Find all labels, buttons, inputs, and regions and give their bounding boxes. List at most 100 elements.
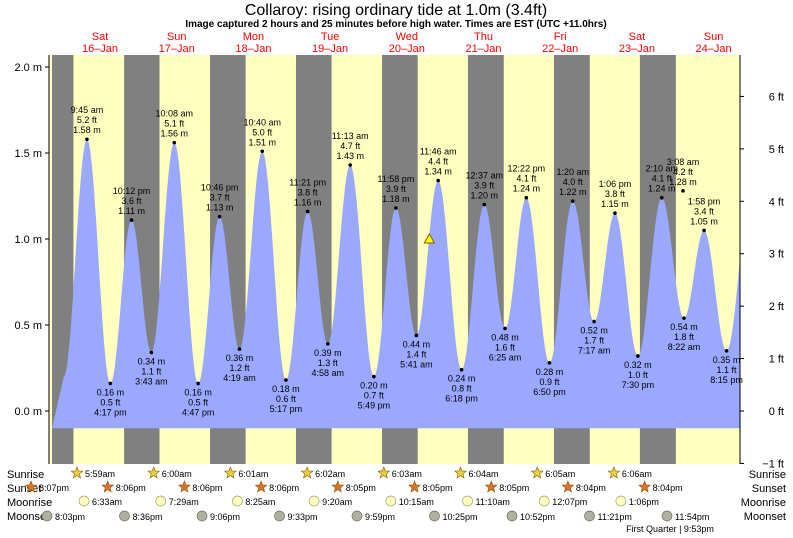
moonrise-item: 1:06pm [615, 495, 659, 507]
tide-time: 2:10 am [646, 164, 679, 174]
moonrise-row-label: Moonrise [7, 497, 52, 509]
tide-point-high: 1:20 am4.0 ft1.22 m [557, 167, 589, 203]
sunrise-time: 6:03am [392, 469, 422, 479]
tide-point-high: 1:58 pm3.4 ft1.05 m [688, 196, 720, 233]
tide-point-dot [237, 347, 242, 351]
tide-time: 4:17 pm [94, 407, 127, 417]
tide-time: 6:18 pm [445, 394, 478, 404]
sun-moon-table: Sunrise Sunset Moonrise Moonset Sunrise … [7, 466, 786, 534]
moon-icon [506, 510, 518, 522]
moonset-item: 8:36pm [119, 510, 163, 522]
day-date: 21–Jan [465, 43, 501, 55]
moonrise-time: 6:33am [92, 497, 122, 507]
sunrise-time: 5:59am [85, 469, 115, 479]
moonrise-item: 7:29am [155, 495, 199, 507]
day-date: 23–Jan [619, 43, 655, 55]
sunrise-row-label-right: Sunrise [749, 469, 786, 481]
tide-point-high: 10:12 pm3.6 ft1.11 m [113, 186, 151, 222]
sun-icon [101, 480, 115, 493]
tide-point-high: 2:10 am4.1 ft1.24 m [646, 164, 679, 200]
tide-curve [52, 139, 740, 429]
tide-point-high: 9:45 am5.2 ft1.58 m [71, 105, 103, 142]
moonset-item: 8:03pm [41, 510, 85, 522]
tide-point-high: 11:13 am4.7 ft1.43 m [332, 131, 369, 167]
sunset-time: 8:05pm [423, 483, 453, 493]
tide-point-dot [372, 374, 376, 379]
moonset-item: 10:52pm [506, 510, 555, 522]
sunrise-time: 6:04am [469, 469, 499, 479]
tide-height-m: 1.05 m [690, 216, 718, 226]
tide-point-high: 10:40 am5.0 ft1.51 m [243, 117, 281, 154]
tide-point-high: 1:06 pm3.8 ft1.15 m [599, 179, 631, 215]
tide-point-dot [547, 361, 552, 365]
moonset-item: 9:33pm [274, 510, 318, 522]
tide-height-ft: 0.9 ft [539, 377, 560, 387]
tide-point-dot [149, 350, 154, 355]
moonrise-item: 9:20am [308, 495, 352, 507]
tide-point-high: 12:22 pm4.1 ft1.24 m [508, 164, 545, 200]
tide-height-m: 0.44 m [403, 339, 431, 349]
tide-height-ft: 3.8 ft [298, 187, 319, 197]
right-tick-label: 0 ft [769, 406, 784, 418]
tide-point-low: 0.54 m1.8 ft8:22 am [668, 316, 700, 352]
right-tick-label: 3 ft [769, 249, 784, 261]
sunrise-item: 5:59am [70, 466, 115, 479]
moonrise-item: 11:10am [462, 495, 510, 507]
day-date: 22–Jan [542, 43, 578, 55]
moon-icon [462, 495, 473, 507]
moonset-item: 11:21pm [584, 510, 632, 522]
tide-height-ft: 0.6 ft [276, 394, 297, 404]
day-of-week: Thu [474, 31, 493, 43]
sunset-time: 8:06pm [192, 483, 222, 493]
sun-icon [254, 480, 268, 493]
tide-height-ft: 3.6 ft [122, 196, 143, 206]
sun-icon [147, 466, 161, 479]
sunset-time: 8:05pm [346, 483, 376, 493]
day-of-week: Sat [92, 31, 109, 43]
tide-height-ft: 0.8 ft [452, 384, 473, 394]
tide-time: 3:43 am [135, 377, 168, 387]
tide-height-m: 1.58 m [73, 125, 101, 135]
tide-height-m: 1.15 m [601, 199, 629, 209]
tide-height-m: 0.24 m [448, 374, 476, 384]
right-tick-label: 1 ft [769, 354, 784, 366]
tide-point-dot [503, 326, 507, 331]
tide-height-m: 0.16 m [97, 387, 125, 397]
tide-time: 4:19 am [223, 373, 256, 383]
day-of-week: Sat [629, 31, 646, 43]
sunset-time: 8:04pm [653, 483, 683, 493]
moonrise-time: 9:20am [322, 497, 352, 507]
left-tick-label: 0.0 m [14, 406, 42, 418]
tide-time: 4:47 pm [182, 407, 215, 417]
moonset-item: 9:06pm [196, 510, 240, 522]
tide-point-dot [348, 163, 353, 167]
tide-height-m: 0.52 m [580, 326, 608, 336]
tide-height-ft: 1.8 ft [674, 332, 695, 342]
tide-height-ft: 1.3 ft [318, 358, 339, 368]
moonset-item: 10:25pm [429, 510, 478, 522]
moonset-item: 9:59pm [351, 510, 395, 522]
sunrise-item: 6:02am [300, 466, 345, 479]
tide-time: 5:41 am [400, 359, 433, 369]
tide-time: 5:49 pm [358, 401, 391, 411]
tide-point-dot [85, 137, 89, 142]
tide-point-dot [394, 206, 398, 210]
sunset-time: 8:05pm [499, 483, 529, 493]
tide-height-ft: 5.0 ft [252, 127, 273, 137]
day-labels: Sat16–JanSun17–JanMon18–JanTue19–JanWed2… [82, 31, 732, 55]
tide-height-ft: 3.9 ft [386, 184, 407, 194]
moonset-time: 10:25pm [443, 512, 478, 522]
tide-height-ft: 1.0 ft [628, 370, 649, 380]
tide-time: 10:12 pm [113, 186, 151, 196]
day-date: 24–Jan [696, 43, 732, 55]
tide-point-dot [172, 140, 177, 145]
moonset-time: 8:36pm [133, 512, 163, 522]
tide-time: 7:30 pm [622, 380, 655, 390]
sunset-item: 8:06pm [101, 480, 146, 493]
sun-icon [607, 466, 621, 479]
tide-height-ft: 5.1 ft [164, 119, 185, 129]
left-tick-label: 2.0 m [14, 62, 42, 74]
tide-time: 3:08 am [667, 157, 700, 167]
sun-icon [223, 466, 237, 479]
